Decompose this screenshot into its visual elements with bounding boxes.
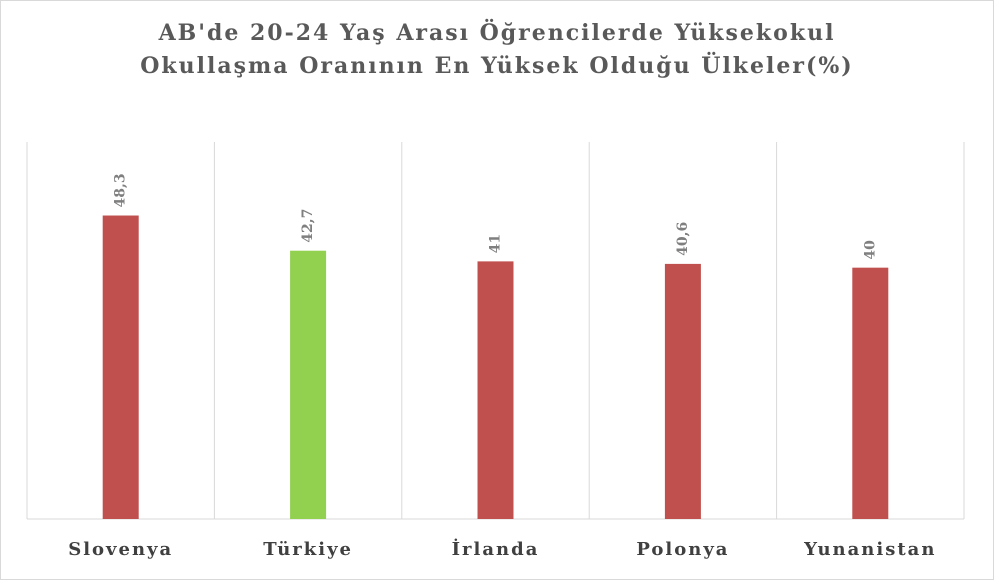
x-tick-label: Yunanistan [803, 539, 936, 560]
x-tick-label: Polonya [636, 539, 729, 560]
bar [664, 263, 701, 519]
x-tick-label: Slovenya [68, 539, 173, 560]
value-label: 48,3 [113, 173, 129, 207]
bar [290, 250, 327, 519]
value-label: 40 [862, 240, 878, 260]
value-label: 41 [488, 234, 504, 253]
value-label: 42,7 [300, 209, 316, 243]
bar [102, 215, 139, 519]
x-tick-label: Türkiye [263, 539, 353, 560]
value-label: 40,6 [675, 222, 691, 256]
chart-title: Okullaşma Oranının En Yüksek Olduğu Ülke… [140, 51, 853, 79]
bar [852, 267, 889, 519]
bar [477, 261, 514, 519]
x-tick-label: İrlanda [452, 537, 540, 560]
chart-title: AB'de 20-24 Yaş Arası Öğrencilerde Yükse… [158, 18, 836, 46]
